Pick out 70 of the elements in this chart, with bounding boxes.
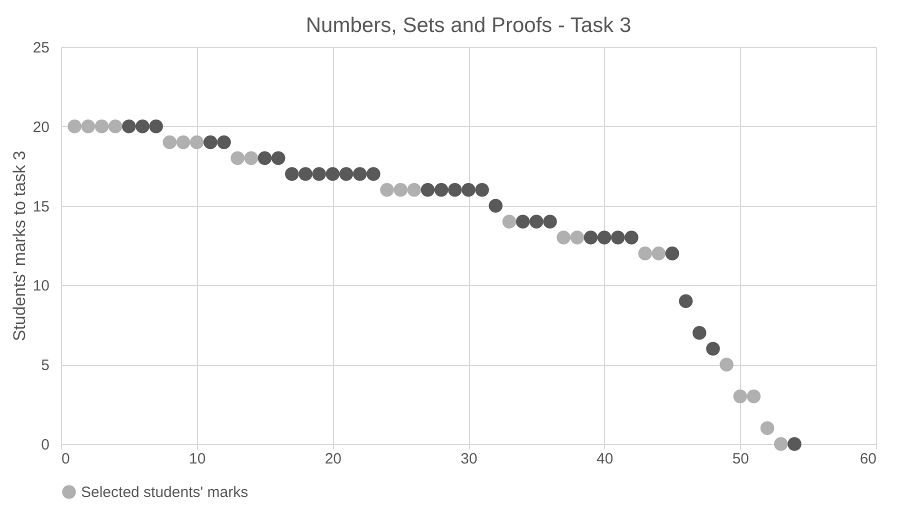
point: [706, 342, 720, 356]
point: [136, 120, 150, 134]
point: [149, 120, 163, 134]
point: [190, 135, 204, 150]
point: [720, 358, 734, 372]
point: [162, 135, 177, 150]
point: [230, 151, 244, 166]
point: [352, 167, 367, 181]
point: [760, 421, 774, 435]
point: [774, 437, 788, 451]
point: [394, 183, 408, 197]
point: [611, 230, 625, 244]
legend-label: Selected students' marks: [81, 484, 248, 501]
chart-title: Numbers, Sets and Proofs - Task 3: [306, 14, 632, 37]
point: [692, 326, 706, 340]
y-tick-label: 25: [32, 40, 50, 56]
point: [244, 151, 258, 166]
point: [204, 135, 218, 150]
point: [788, 437, 802, 451]
point: [556, 230, 570, 244]
point: [94, 120, 109, 134]
point: [638, 246, 652, 260]
x-tick-label: 40: [596, 450, 614, 468]
point: [462, 183, 476, 197]
point: [271, 151, 286, 166]
point: [543, 214, 557, 229]
point: [68, 120, 82, 134]
x-tick-label: 10: [188, 450, 206, 468]
point: [258, 151, 272, 166]
point: [407, 183, 422, 197]
point: [366, 167, 380, 181]
y-tick-label: 10: [32, 278, 50, 295]
point: [176, 135, 190, 150]
point: [624, 230, 638, 244]
point: [746, 389, 761, 404]
point: [448, 183, 462, 197]
point: [516, 214, 530, 229]
x-tick-label: 20: [324, 450, 342, 468]
point: [502, 214, 516, 229]
point: [665, 246, 680, 260]
point: [122, 120, 136, 134]
point: [217, 135, 231, 150]
x-tick-label: 30: [460, 450, 478, 468]
point: [652, 246, 666, 260]
point: [488, 198, 503, 213]
point: [326, 167, 340, 181]
y-tick-label: 15: [32, 198, 50, 216]
y-tick-label: 5: [41, 357, 50, 374]
y-tick-label: 0: [41, 436, 50, 454]
point: [108, 120, 122, 134]
point: [597, 230, 612, 244]
point: [285, 167, 299, 181]
point: [530, 214, 544, 229]
x-tick-label: 50: [732, 450, 750, 468]
x-tick-label: 0: [62, 450, 70, 468]
point: [339, 167, 354, 181]
point: [81, 120, 96, 134]
y-axis-title: Students' marks to task 3: [10, 150, 29, 342]
point: [420, 183, 435, 197]
y-tick-label: 20: [32, 118, 50, 136]
point: [380, 183, 394, 197]
point: [678, 294, 693, 308]
point: [298, 167, 312, 181]
point: [584, 230, 598, 244]
point: [733, 389, 748, 404]
point: [475, 183, 489, 197]
x-tick-label: 60: [860, 450, 876, 468]
point: [570, 230, 584, 244]
point: [312, 167, 326, 181]
point: [434, 183, 448, 197]
